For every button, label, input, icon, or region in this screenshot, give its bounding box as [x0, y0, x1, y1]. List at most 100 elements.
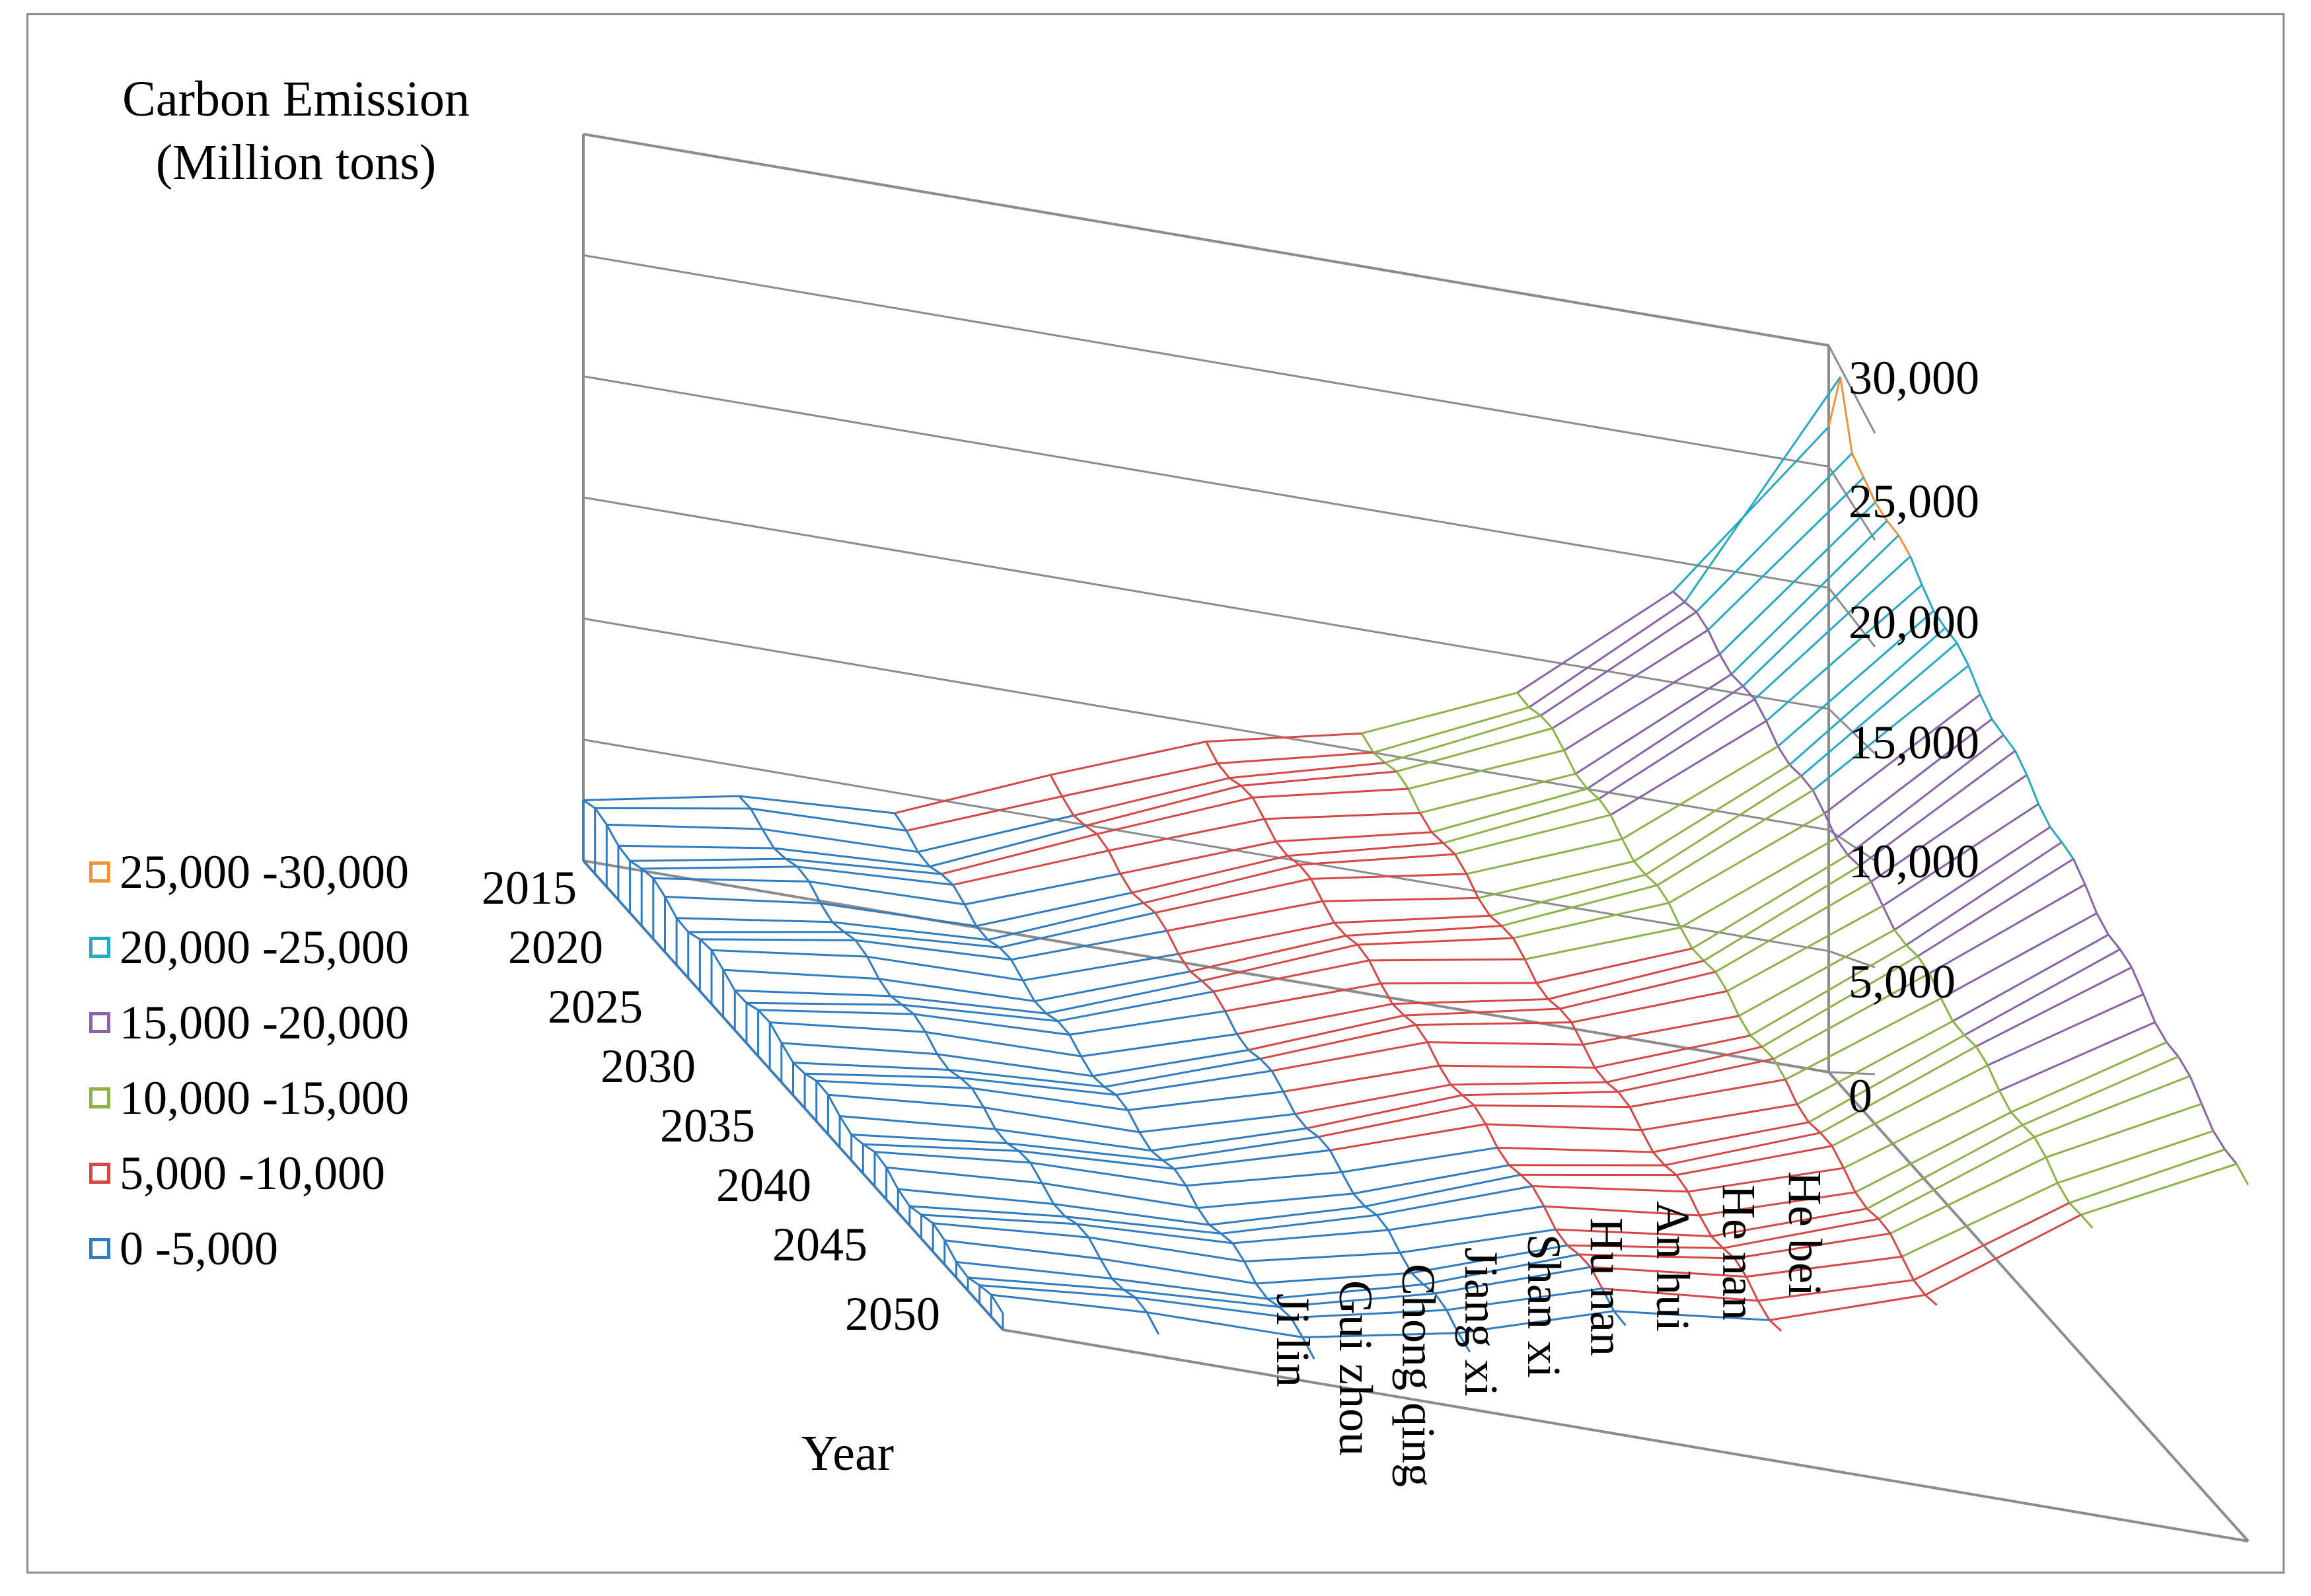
- mesh-line-year: [1956, 642, 1970, 667]
- mesh-line-province: [1707, 476, 1864, 631]
- mesh-line-year: [1395, 770, 1409, 789]
- mesh-line-year: [1368, 960, 1382, 984]
- mesh-line-year: [1621, 838, 1635, 862]
- mesh-line-year: [1547, 998, 1560, 1010]
- province-tick-label: An hui: [1646, 1201, 1699, 1332]
- mesh-line-year: [1601, 1288, 1615, 1312]
- mesh-line-province: [832, 921, 988, 941]
- mesh-line-year: [1578, 1253, 1592, 1268]
- mesh-line-year: [1407, 788, 1421, 814]
- mesh-line-province: [1419, 772, 1576, 814]
- mesh-line-province: [1889, 1156, 2047, 1235]
- mesh-line-year: [1414, 1024, 1428, 1043]
- mesh-line-year: [819, 902, 834, 923]
- mesh-line-year: [1543, 1206, 1557, 1230]
- mesh-line-year: [885, 1167, 899, 1190]
- mesh-line-province: [1975, 966, 2133, 1048]
- mesh-line-province: [1866, 1124, 2024, 1210]
- mesh-line-year: [710, 949, 724, 970]
- mesh-base: [582, 860, 1004, 1330]
- mesh-line-province: [1940, 912, 2098, 999]
- mesh-line-year: [1270, 1070, 1284, 1093]
- mesh-line-year: [1878, 1218, 1891, 1235]
- mesh-line-year: [2073, 858, 2086, 885]
- mesh-line-year: [1084, 824, 1098, 835]
- mesh-line-province: [711, 949, 867, 958]
- legend-item: 5,000 -10,000: [89, 1136, 409, 1211]
- mesh-line-province: [1578, 1253, 1735, 1260]
- back-gridline: [583, 496, 1829, 710]
- mesh-line-year: [785, 857, 798, 868]
- mesh-line-province: [583, 795, 739, 801]
- mesh-line-province: [1218, 751, 1374, 765]
- mesh-line-year: [1710, 1235, 1724, 1249]
- mesh-line-province: [983, 1106, 1140, 1134]
- mesh-line-year: [1290, 1317, 1303, 1338]
- mesh-line-province: [1162, 1136, 1319, 1161]
- mesh-line-year: [1835, 837, 1849, 856]
- mesh-line-year: [1384, 762, 1397, 773]
- mesh-line-year: [1446, 1309, 1459, 1334]
- year-tick-label: 2035: [660, 1099, 755, 1152]
- mesh-line-province: [1769, 1293, 1926, 1321]
- mesh-line-year: [1570, 1021, 1584, 1046]
- mesh-line-province: [1088, 1236, 1245, 1263]
- mesh-line-province: [1691, 854, 1849, 950]
- z-tick-label: 5,000: [1849, 955, 1956, 1008]
- mesh-line-province: [902, 1003, 1058, 1023]
- mesh-line-year: [2069, 1202, 2082, 1216]
- mesh-line-province: [960, 1077, 1117, 1096]
- mesh-line-province: [1854, 1111, 2012, 1194]
- mesh-line-year: [1559, 1008, 1572, 1023]
- mesh-line-province: [999, 912, 1156, 949]
- mesh-line-province: [1761, 955, 1919, 1048]
- year-tick-label: 2045: [772, 1218, 867, 1271]
- mesh-line-year: [959, 1077, 973, 1089]
- mesh-line-year: [987, 939, 1000, 949]
- mesh-line-year: [1847, 854, 1860, 867]
- mesh-line-year: [1021, 980, 1036, 1002]
- mesh-line-province: [1376, 1185, 1533, 1216]
- mesh-line-province: [1613, 1310, 1770, 1321]
- mesh-line-province: [746, 1001, 902, 1006]
- surface-mesh: [582, 376, 2250, 1360]
- province-tick-label: He nan: [1712, 1184, 1765, 1321]
- mesh-line-year: [804, 1072, 817, 1082]
- back-gridline: [583, 133, 1829, 347]
- mesh-line-year: [1784, 1079, 1798, 1105]
- mesh-line-year: [1819, 1132, 1833, 1147]
- province-tick-label: Ji lin: [1266, 1293, 1319, 1387]
- mesh-line-year: [1076, 1223, 1089, 1239]
- mesh-line-province: [1341, 1146, 1498, 1173]
- mesh-line-province: [1963, 948, 2121, 1036]
- z-tick-label: 10,000: [1849, 835, 1979, 888]
- mesh-line-province: [595, 807, 751, 810]
- mesh-line-province: [1404, 1007, 1560, 1017]
- mesh-line-province: [1244, 1251, 1401, 1263]
- mesh-line-year: [1138, 1132, 1152, 1151]
- mesh-line-province: [855, 939, 1011, 961]
- mesh-line-year: [1143, 902, 1156, 914]
- mesh-line-province: [1062, 762, 1218, 797]
- mesh-line-province: [1132, 855, 1288, 894]
- mesh-line-province: [723, 968, 879, 980]
- mesh-line-province: [2057, 1130, 2214, 1184]
- legend-swatch: [89, 937, 110, 958]
- mesh-line-province: [991, 1293, 1148, 1314]
- mesh-line-year: [1963, 1034, 1977, 1048]
- mesh-line-year: [1508, 1164, 1522, 1176]
- mesh-line-province: [956, 1260, 1113, 1280]
- mesh-line-province: [1100, 1257, 1257, 1285]
- mesh-line-year: [1562, 750, 1577, 774]
- mesh-line-year: [1555, 1229, 1568, 1247]
- mesh-line-year: [1590, 1266, 1603, 1289]
- back-gridline: [583, 739, 1829, 953]
- mesh-line-year: [2026, 774, 2039, 805]
- mesh-line-year: [1718, 653, 1732, 675]
- mesh-line-province: [967, 1276, 1124, 1291]
- mesh-line-year: [1263, 818, 1277, 842]
- mesh-line-year: [917, 851, 931, 867]
- mesh-line-year: [909, 1205, 922, 1216]
- year-tick-label: 2015: [482, 861, 577, 914]
- mesh-line-year: [749, 808, 764, 830]
